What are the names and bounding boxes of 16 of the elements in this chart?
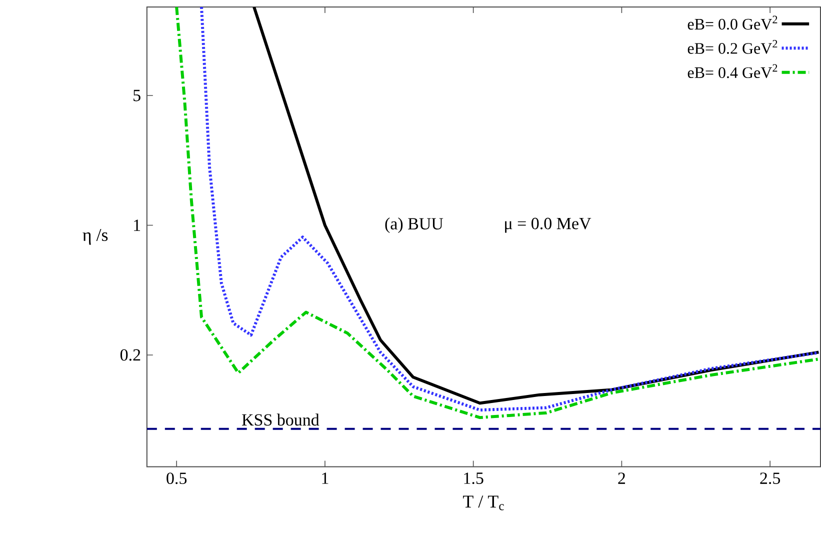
y-axis-title: η /s [82, 229, 108, 245]
legend-label: eB= 0.0 GeV$^{2}$ [688, 16, 778, 30]
y-tick-label: 1 [134, 220, 140, 232]
x-tick-label: 2.5 [760, 472, 780, 484]
annotation: (a) BUU [385, 218, 444, 234]
x-axis-title: T / T$_{c}$ [463, 496, 504, 510]
x-tick-label: 0.5 [166, 472, 187, 484]
y-tick-label: 0.2 [120, 349, 140, 361]
annotation: μ = 0.0 MeV [505, 218, 592, 233]
x-tick-label: 1 [322, 472, 328, 484]
legend-label: eB= 0.4 GeV$^{2}$ [688, 64, 778, 78]
legend-label: eB= 0.2 GeV$^{2}$ [688, 40, 778, 54]
x-tick-label: 1.5 [464, 472, 484, 484]
y-tick-label: 5 [134, 90, 140, 102]
x-tick-label: 2 [618, 472, 625, 484]
ref-line-label: KSS bound [242, 414, 320, 426]
